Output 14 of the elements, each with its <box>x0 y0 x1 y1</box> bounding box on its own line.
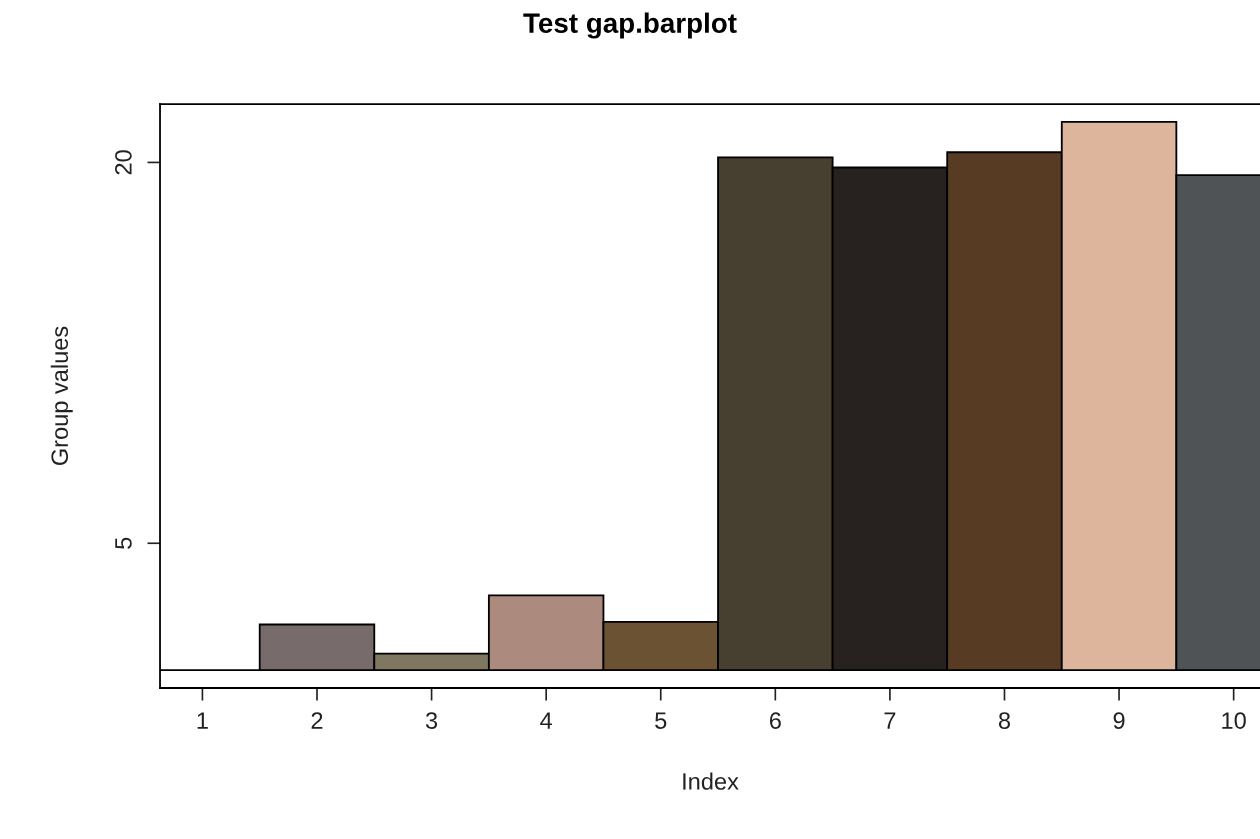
x-tick-label: 1 <box>197 712 208 729</box>
x-tick-label: 8 <box>998 712 1011 729</box>
x-tick-label: 4 <box>540 712 553 729</box>
x-tick-label: 7 <box>884 712 896 729</box>
x-tick-label: 3 <box>425 712 438 729</box>
x-tick-label: 2 <box>311 712 323 729</box>
y-tick-label: 20 <box>115 150 132 175</box>
x-tick-label: 6 <box>769 712 781 729</box>
x-axis-title: Index <box>683 772 739 790</box>
y-axis-title: Group values <box>50 326 73 466</box>
x-tick-label: 9 <box>1113 712 1125 729</box>
x-tick-label: 10 <box>1222 712 1246 729</box>
chart-title: Test gap.barplot <box>523 12 737 39</box>
x-tick-label: 5 <box>655 712 667 729</box>
